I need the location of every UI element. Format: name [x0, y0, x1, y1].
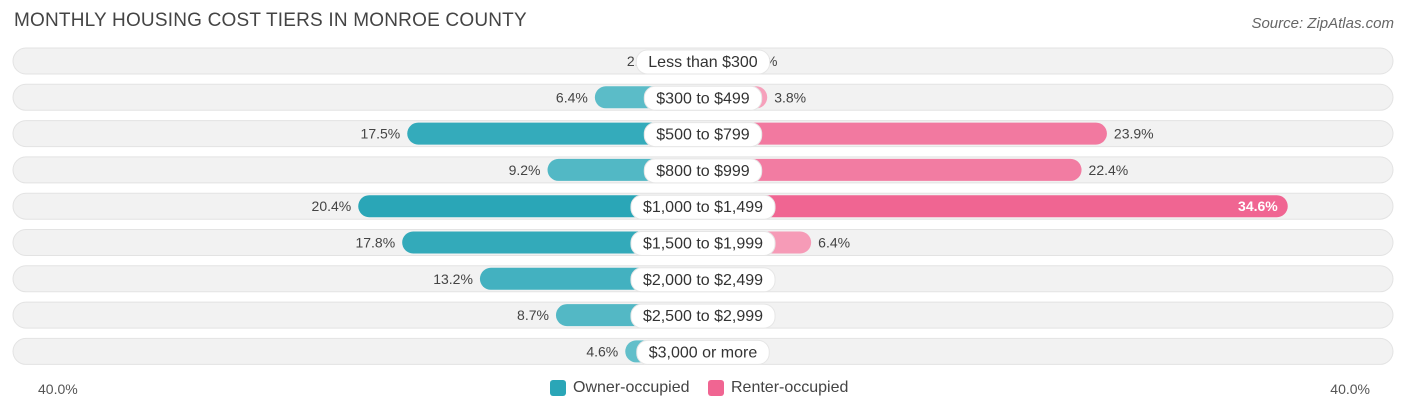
legend: Owner-occupied Renter-occupied: [0, 379, 1406, 401]
category-label: $3,000 or more: [649, 344, 758, 361]
category-label: $2,500 to $2,999: [643, 308, 763, 325]
category-label: $500 to $799: [656, 127, 750, 144]
legend-label-owner: Owner-occupied: [573, 379, 690, 396]
category-label: $2,000 to $2,499: [643, 272, 763, 289]
axis-min-label: 40.0%: [38, 381, 78, 397]
category-pill: [635, 49, 771, 75]
category-pill: [643, 122, 763, 148]
legend-item-renter: Renter-occupied: [708, 379, 848, 397]
source-label: Source: ZipAtlas.com: [1251, 15, 1394, 32]
category-pill: [630, 303, 776, 329]
category-pill: [630, 231, 776, 256]
category-pill: [636, 339, 770, 365]
category-label: $1,500 to $1,999: [643, 236, 763, 253]
renter-bar: [703, 158, 1082, 181]
owner-bar: [402, 231, 703, 254]
category-pill: [630, 194, 776, 220]
axis-max-label: 40.0%: [1330, 381, 1370, 397]
owner-value-label: 6.4%: [556, 89, 588, 105]
renter-value-label: 6.4%: [818, 235, 850, 251]
owner-bar: [407, 122, 703, 145]
legend-label-renter: Renter-occupied: [731, 379, 849, 396]
legend-swatch-renter: [708, 380, 724, 396]
legend-swatch-owner: [550, 380, 566, 396]
legend-item-owner: Owner-occupied: [550, 379, 690, 397]
category-label: $1,000 to $1,499: [643, 199, 763, 216]
owner-value-label: 20.4%: [312, 198, 352, 214]
category-pill: [643, 85, 763, 111]
renter-value-label: 22.4%: [1089, 162, 1129, 178]
owner-value-label: 4.6%: [586, 343, 618, 359]
category-pill: [630, 267, 776, 293]
owner-value-label: 17.5%: [361, 126, 401, 142]
owner-value-label: 8.7%: [517, 307, 549, 323]
category-label: $800 to $999: [656, 163, 750, 180]
owner-value-label: 9.2%: [509, 162, 541, 178]
owner-bar: [358, 195, 703, 218]
renter-value-label: 3.8%: [774, 89, 806, 105]
chart-title: MONTHLY HOUSING COST TIERS IN MONROE COU…: [14, 10, 527, 31]
category-pill: [643, 158, 763, 184]
category-label: $300 to $499: [656, 90, 750, 107]
renter-bar: [703, 195, 1288, 218]
owner-value-label: 13.2%: [433, 271, 473, 287]
renter-value-label: 34.6%: [1238, 198, 1278, 214]
owner-value-label: 17.8%: [355, 235, 395, 251]
renter-bar: [703, 122, 1107, 145]
category-label: Less than $300: [648, 54, 758, 71]
renter-value-label: 23.9%: [1114, 126, 1154, 142]
